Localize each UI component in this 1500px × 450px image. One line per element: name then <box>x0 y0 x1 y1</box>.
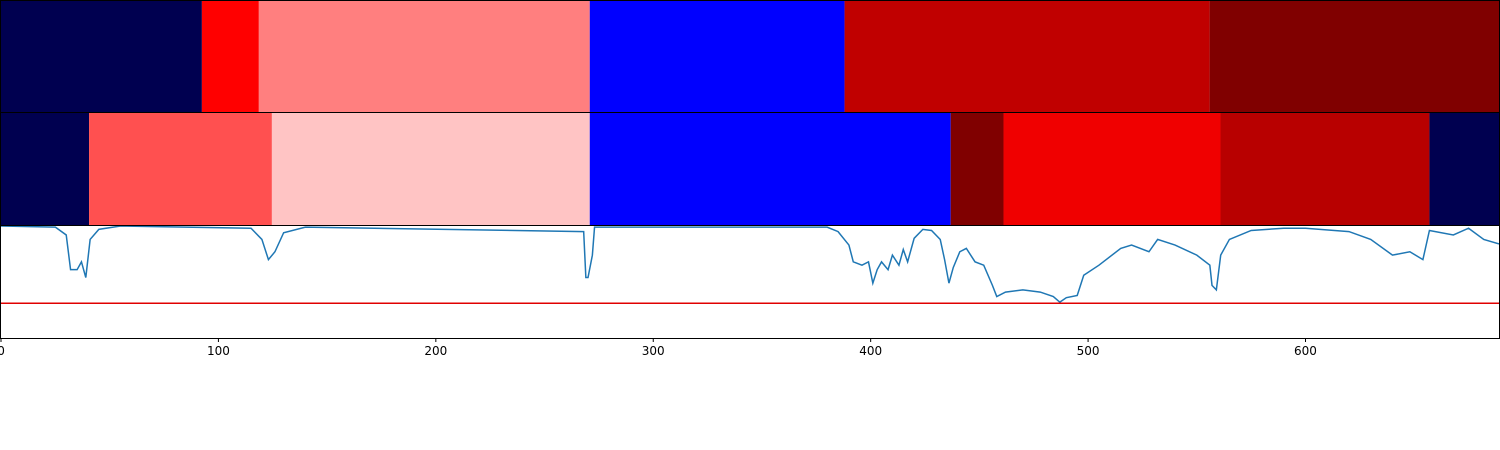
segment <box>1429 113 1499 225</box>
x-tick-label: 300 <box>642 344 665 358</box>
segment <box>1 113 90 225</box>
segment <box>844 1 1210 112</box>
plot-area <box>1 226 1499 305</box>
line <box>1 226 1499 304</box>
segment <box>1220 113 1430 225</box>
segment <box>201 1 259 112</box>
segment <box>1 1 202 112</box>
x-tick-label: 0 <box>0 344 5 358</box>
segment <box>1209 1 1499 112</box>
segment <box>950 113 1004 225</box>
x-tick-label: 100 <box>207 344 230 358</box>
segment <box>258 1 590 112</box>
segment <box>271 113 590 225</box>
segment <box>589 1 845 112</box>
x-tick-label: 600 <box>1294 344 1317 358</box>
x-tick-label: 400 <box>859 344 882 358</box>
segment <box>89 113 272 225</box>
x-tick-label: 200 <box>424 344 447 358</box>
panel-frame <box>0 225 1500 339</box>
segment <box>1003 113 1221 225</box>
x-tick-label: 500 <box>1077 344 1100 358</box>
segment <box>589 113 951 225</box>
